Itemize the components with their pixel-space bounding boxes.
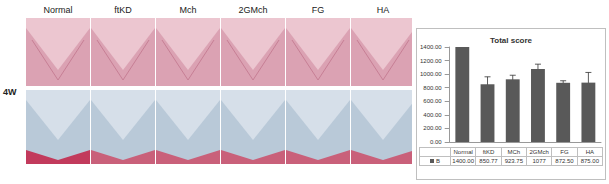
- svg-text:1200.00: 1200.00: [420, 58, 442, 64]
- svg-text:400.00: 400.00: [423, 112, 442, 118]
- svg-text:4W: 4W: [3, 87, 17, 97]
- html-text:FG: FG: [560, 149, 569, 155]
- svg-text:FG: FG: [312, 5, 325, 15]
- html-text:MCh: MCh: [507, 149, 521, 155]
- html-text:B: B: [436, 158, 440, 164]
- svg-text:Total score: Total score: [490, 36, 533, 45]
- svg-text:ftKD: ftKD: [114, 5, 132, 15]
- svg-text:Normal: Normal: [43, 5, 72, 15]
- html-text:872.50: 872.50: [555, 158, 574, 164]
- html-text:HA: HA: [585, 149, 594, 155]
- svg-text:600.00: 600.00: [423, 98, 442, 104]
- svg-text:Mch: Mch: [179, 5, 196, 15]
- html-text:850.77: 850.77: [479, 158, 498, 164]
- html-text:1077: 1077: [532, 158, 546, 164]
- html-text:875.00: 875.00: [580, 158, 599, 164]
- svg-text:800.00: 800.00: [423, 85, 442, 91]
- html-text:Normal: Normal: [453, 149, 473, 155]
- html-text:ftKD: ftKD: [482, 149, 495, 155]
- html-text:1400.00: 1400.00: [452, 158, 474, 164]
- svg-text:2GMch: 2GMch: [238, 5, 267, 15]
- html-text:2GMch: 2GMch: [529, 149, 549, 155]
- svg-text:HA: HA: [377, 5, 390, 15]
- svg-text:1000.00: 1000.00: [420, 71, 442, 77]
- svg-text:200.00: 200.00: [423, 125, 442, 131]
- html-text:923.75: 923.75: [504, 158, 523, 164]
- svg-text:1400.00: 1400.00: [420, 44, 442, 50]
- svg-text:0.00: 0.00: [430, 139, 442, 145]
